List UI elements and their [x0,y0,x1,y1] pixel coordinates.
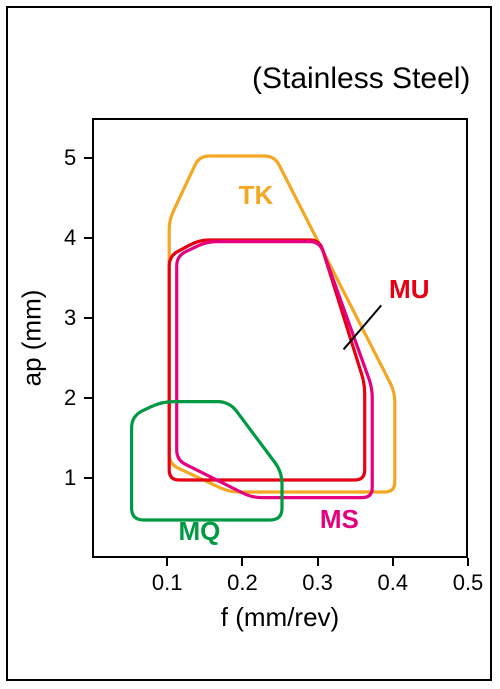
x-tick-label: 0.4 [378,570,409,596]
y-tick-label: 3 [64,305,76,331]
y-tick [84,157,92,159]
x-tick [166,558,168,566]
region-mq [132,402,282,520]
material-label: (Stainless Steel) [252,62,470,96]
y-tick [84,317,92,319]
series-label-mu: MU [389,274,429,305]
y-tick [84,237,92,239]
y-tick-label: 5 [64,145,76,171]
y-tick [84,477,92,479]
x-tick-label: 0.3 [302,570,333,596]
x-tick [317,558,319,566]
x-axis-label: f (mm/rev) [221,602,339,633]
y-tick [84,397,92,399]
series-label-tk: TK [239,180,274,211]
y-axis-label: ap (mm) [17,290,48,387]
region-tk [169,156,395,492]
y-tick-label: 4 [64,225,76,251]
x-tick-label: 0.5 [453,570,484,596]
series-label-mq: MQ [178,516,220,547]
y-tick-label: 2 [64,385,76,411]
chart-regions-svg [94,120,470,560]
series-label-ms: MS [320,504,359,535]
x-tick-label: 0.1 [152,570,183,596]
x-tick-label: 0.2 [227,570,258,596]
plot-area [92,118,468,558]
x-tick [241,558,243,566]
region-ms [177,242,373,498]
x-tick [392,558,394,566]
y-tick-label: 1 [64,465,76,491]
x-tick [467,558,469,566]
